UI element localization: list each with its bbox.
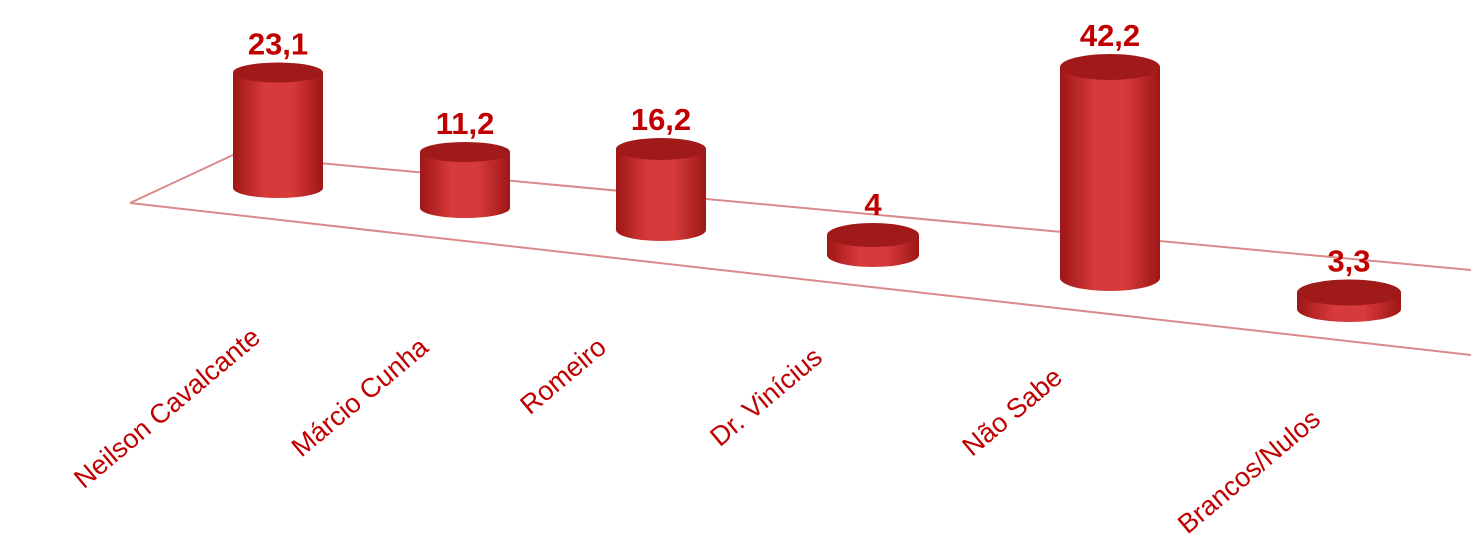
data-labels-group: 23,1 11,2 16,2 4 42,2 3,3 bbox=[248, 18, 1371, 279]
bar-0 bbox=[233, 62, 323, 198]
bar-body bbox=[420, 152, 510, 218]
category-label: Dr. Vinícius bbox=[704, 342, 828, 452]
data-label: 11,2 bbox=[436, 106, 495, 141]
floor-front-edge bbox=[129, 202, 1471, 356]
bar-top bbox=[420, 142, 510, 162]
category-labels-group: Neilson Cavalcante Márcio Cunha Romeiro Dr.… bbox=[68, 322, 1325, 540]
bar-body bbox=[233, 72, 323, 198]
data-label: 42,2 bbox=[1080, 18, 1140, 53]
category-label: Romeiro bbox=[514, 332, 611, 421]
data-label: 3,3 bbox=[1327, 244, 1370, 279]
bar-top bbox=[616, 138, 706, 160]
category-label: Brancos/Nulos bbox=[1172, 404, 1326, 540]
bars-group bbox=[233, 54, 1401, 322]
bar-body bbox=[616, 149, 706, 241]
bar-top bbox=[827, 223, 919, 247]
bar-body bbox=[1060, 67, 1160, 291]
chart-floor bbox=[129, 154, 1471, 356]
floor-left-edge bbox=[129, 154, 234, 204]
category-label: Não Sabe bbox=[957, 362, 1068, 462]
bar-top bbox=[233, 62, 323, 83]
category-label: Neilson Cavalcante bbox=[68, 322, 265, 495]
bar-top bbox=[1297, 279, 1401, 306]
bar-top bbox=[1060, 54, 1160, 80]
data-label: 16,2 bbox=[631, 102, 691, 137]
bar-5 bbox=[1297, 279, 1401, 322]
category-label: Márcio Cunha bbox=[286, 331, 435, 463]
data-label: 23,1 bbox=[248, 27, 308, 62]
data-label: 4 bbox=[864, 187, 882, 222]
bar-1 bbox=[420, 142, 510, 218]
bar-3 bbox=[827, 223, 919, 267]
bar-2 bbox=[616, 138, 706, 241]
bar-4 bbox=[1060, 54, 1160, 291]
